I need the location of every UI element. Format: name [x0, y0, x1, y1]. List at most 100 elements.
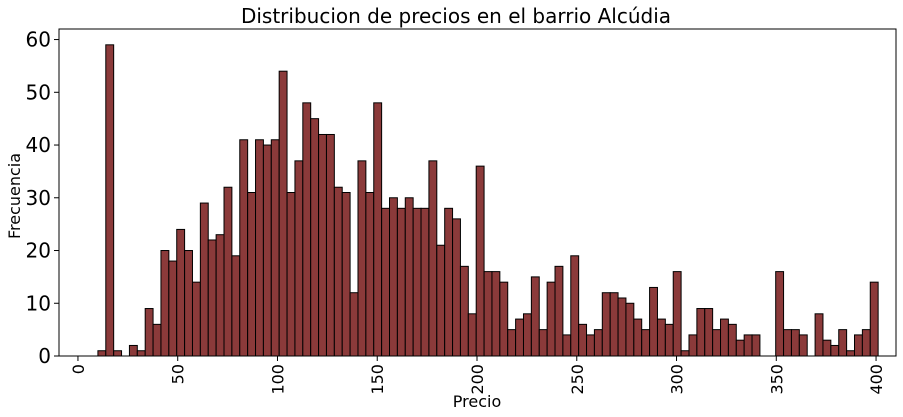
y-tick-label: 40 [26, 133, 51, 157]
histogram-bar [373, 102, 383, 357]
histogram-bar [389, 197, 398, 357]
histogram-bar [452, 218, 461, 357]
histogram-bar [310, 118, 320, 357]
histogram-bar [680, 350, 690, 357]
histogram-bar [160, 250, 170, 357]
histogram-bar [294, 160, 304, 357]
x-tick-label: 100 [268, 364, 287, 395]
histogram-bar [215, 234, 225, 357]
histogram-bar [783, 329, 792, 357]
x-tick-label: 200 [468, 364, 487, 395]
histogram-bar [846, 350, 855, 357]
histogram-bar [255, 139, 264, 357]
histogram-bar [318, 133, 327, 357]
histogram-bar [633, 318, 643, 357]
histogram-bar [720, 318, 729, 357]
histogram-bar [286, 192, 296, 357]
histogram-bar [696, 308, 706, 357]
histogram-bar [530, 276, 540, 357]
bars-group [97, 44, 879, 357]
histogram-bar [168, 260, 178, 357]
histogram-bar [191, 281, 201, 357]
histogram-bar [278, 70, 288, 357]
histogram-bar [152, 323, 162, 357]
histogram-bar [854, 334, 863, 357]
histogram-bar [830, 344, 840, 357]
histogram-bar [664, 323, 674, 357]
x-tick-label: 0 [69, 364, 88, 374]
histogram-bar [223, 186, 233, 357]
histogram-bar [688, 334, 698, 357]
x-tick-label: 250 [568, 364, 587, 395]
histogram-bar [396, 207, 406, 357]
histogram-bar [735, 339, 745, 357]
histogram-bar [641, 329, 651, 357]
histogram-bar [515, 318, 524, 357]
histogram-bar [790, 329, 800, 357]
y-tick-label: 30 [26, 186, 51, 210]
histogram-bar [704, 308, 714, 357]
histogram-bar [459, 265, 469, 357]
histogram-bar [727, 323, 737, 357]
histogram-bar [586, 334, 595, 357]
histogram-bar [262, 144, 272, 357]
histogram-bar [184, 250, 193, 357]
histogram-bar [751, 334, 761, 357]
histogram-bar [609, 292, 619, 357]
chart-title: Distribucion de precios en el barrio Alc… [241, 4, 671, 28]
histogram-bar [302, 102, 312, 357]
histogram-bar [113, 350, 123, 357]
histogram-bar [239, 139, 249, 357]
plot-frame [58, 28, 897, 357]
x-ticks-group: 0 50 100 150 200 250 300 350 400 [69, 356, 886, 395]
histogram-bar [601, 292, 611, 357]
histogram-bar [625, 302, 635, 357]
histogram-bar [869, 281, 879, 357]
x-tick-label: 150 [368, 364, 387, 395]
histogram-bar [365, 192, 375, 357]
histogram-bar [231, 255, 241, 357]
histogram-bar [247, 192, 257, 357]
histogram-bar [207, 239, 217, 357]
histogram-bar [333, 186, 343, 357]
histogram-bar [412, 207, 422, 357]
histogram-bar [522, 313, 532, 357]
y-ticks-group: 0 10 20 30 40 50 60 [26, 28, 59, 368]
histogram-bar [144, 308, 154, 357]
histogram-bar [136, 350, 146, 357]
y-axis-label: Frecuencia [5, 153, 24, 239]
y-tick-label: 60 [26, 28, 51, 52]
y-tick-label: 0 [38, 344, 51, 368]
histogram-bar [656, 318, 666, 357]
histogram-bar [649, 286, 658, 357]
y-tick-label: 10 [26, 291, 51, 315]
histogram-bar [341, 192, 351, 357]
histogram-bar [270, 139, 280, 357]
histogram-bar [428, 160, 438, 357]
histogram-bar [798, 334, 808, 357]
histogram-bar [483, 271, 493, 357]
histogram-bar [404, 197, 414, 357]
histogram-bar [593, 329, 603, 357]
histogram-bar [349, 292, 359, 357]
histogram-bar [176, 228, 186, 357]
y-tick-label: 20 [26, 239, 51, 263]
histogram-bar [570, 255, 580, 357]
histogram-bar [444, 207, 454, 357]
histogram-bar [325, 133, 335, 357]
histogram-bar [578, 323, 588, 357]
x-axis-label: Precio [453, 392, 501, 411]
histogram-bar [554, 265, 564, 357]
histogram-bar [499, 281, 509, 357]
histogram-bar [672, 271, 682, 357]
histogram-bar [546, 281, 556, 357]
histogram-bar [128, 344, 138, 357]
histogram-bar [822, 339, 832, 357]
x-tick-label: 300 [668, 364, 687, 395]
histogram-bar [743, 334, 753, 357]
histogram-bar [420, 207, 430, 357]
x-tick-label: 400 [867, 364, 886, 395]
x-tick-label: 350 [767, 364, 786, 395]
histogram-bar [491, 271, 501, 357]
